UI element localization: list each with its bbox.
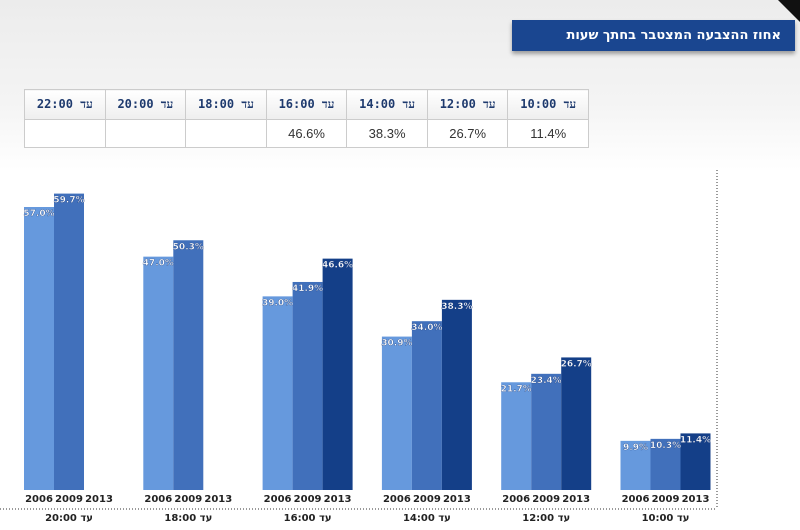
table-cell	[24, 119, 106, 148]
bar-2006	[262, 296, 293, 490]
data-label: 26.7%	[561, 359, 592, 369]
year-label: 2006	[264, 494, 292, 505]
table-header: עד 10:00	[507, 89, 589, 120]
category-label: עד 12:00	[522, 513, 570, 524]
year-label: 2009	[532, 494, 560, 505]
year-label: 2013	[562, 494, 590, 505]
category-label: עד 16:00	[284, 513, 332, 524]
data-label: 57.0%	[23, 209, 54, 219]
page-title: אחוז ההצבעה המצטבר בחתך שעות	[512, 20, 795, 51]
year-label: 2009	[294, 494, 322, 505]
year-label: 2013	[324, 494, 352, 505]
data-label: 34.0%	[411, 323, 442, 333]
data-label: 21.7%	[501, 384, 532, 394]
table-header: עד 14:00	[346, 89, 428, 120]
data-label: 39.0%	[262, 298, 293, 308]
year-label: 2013	[443, 494, 471, 505]
bar-2009	[531, 373, 562, 490]
bar-2013	[441, 299, 472, 490]
data-label: 9.9%	[623, 443, 648, 453]
bar-2006	[501, 382, 532, 490]
table-header-row: עד 10:00 עד 12:00 עד 14:00 עד 16:00 עד 1…	[24, 89, 589, 120]
year-label: 2006	[502, 494, 530, 505]
bar-2013	[561, 357, 592, 490]
table-header: עד 18:00	[185, 89, 267, 120]
bar-2009	[54, 193, 84, 491]
year-label: 2009	[652, 494, 680, 505]
category-label: עד 18:00	[164, 513, 212, 524]
bar-2006	[381, 336, 412, 490]
data-label: 41.9%	[292, 284, 323, 294]
table-cell: 38.3%	[346, 119, 428, 148]
year-label: 2006	[622, 494, 650, 505]
bar-2009	[650, 438, 681, 490]
bar-2006	[620, 440, 651, 490]
bar-2009	[173, 240, 204, 490]
bar-2006	[24, 207, 54, 490]
data-label: 46.6%	[322, 261, 353, 271]
year-label: 2006	[383, 494, 411, 505]
data-label: 10.3%	[650, 441, 681, 451]
table-header: עד 16:00	[265, 89, 348, 120]
category-label: עד 10:00	[642, 513, 690, 524]
bar-2013	[680, 433, 711, 490]
year-label: 2006	[25, 494, 53, 505]
bar-2009	[411, 321, 442, 490]
year-label: 2009	[413, 494, 441, 505]
year-label: 2013	[204, 494, 232, 505]
table-cell: 46.6%	[265, 119, 348, 148]
data-label: 59.7%	[53, 196, 84, 206]
category-label: עד 14:00	[403, 513, 451, 524]
turnout-table: עד 10:00 עד 12:00 עד 14:00 עד 16:00 עד 1…	[24, 89, 589, 148]
bar-2013	[322, 258, 353, 490]
data-label: 11.4%	[680, 435, 711, 445]
category-label: עד 20:00	[45, 513, 93, 524]
table-cell	[185, 119, 267, 148]
year-label: 2009	[55, 494, 83, 505]
data-label: 47.0%	[143, 259, 174, 269]
table-header: עד 22:00	[24, 89, 106, 120]
bar-2006	[143, 256, 174, 490]
year-label: 2013	[682, 494, 710, 505]
bar-2009	[292, 281, 323, 490]
year-label: 2013	[85, 494, 113, 505]
table-cell	[104, 119, 187, 148]
corner-decoration	[778, 0, 800, 22]
table-header: עד 12:00	[426, 89, 509, 120]
data-label: 50.3%	[173, 242, 204, 252]
year-label: 2009	[174, 494, 202, 505]
data-label: 23.4%	[531, 376, 562, 386]
table-cell: 26.7%	[426, 119, 509, 148]
table-header: עד 20:00	[104, 89, 187, 120]
table-cell: 11.4%	[507, 119, 589, 148]
data-label: 38.3%	[441, 302, 472, 312]
data-label: 30.9%	[381, 339, 412, 349]
year-label: 2006	[144, 494, 172, 505]
table-row: 11.4% 26.7% 38.3% 46.6%	[24, 119, 589, 148]
